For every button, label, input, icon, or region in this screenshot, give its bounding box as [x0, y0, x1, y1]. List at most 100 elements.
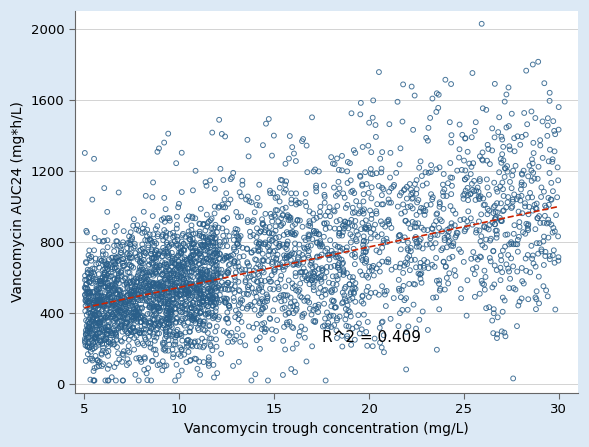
Point	[160, 261, 169, 268]
Point	[115, 313, 125, 320]
Point	[126, 332, 135, 339]
Point	[204, 285, 213, 292]
Point	[142, 272, 151, 279]
Point	[492, 266, 501, 274]
Point	[416, 158, 425, 165]
Point	[157, 293, 166, 300]
Point	[180, 247, 189, 254]
Point	[166, 284, 176, 291]
Point	[133, 311, 142, 318]
Point	[279, 220, 288, 227]
Point	[503, 168, 512, 175]
Point	[343, 201, 352, 208]
Point	[156, 297, 166, 304]
Point	[247, 249, 256, 256]
Point	[190, 355, 200, 362]
Point	[209, 312, 218, 320]
Point	[88, 339, 98, 346]
Point	[538, 154, 547, 161]
Point	[428, 261, 437, 268]
Point	[110, 265, 120, 272]
Point	[172, 275, 181, 282]
Point	[141, 291, 150, 299]
Point	[156, 293, 166, 300]
Point	[82, 343, 92, 350]
Point	[178, 304, 187, 312]
Point	[418, 182, 428, 189]
Point	[392, 169, 401, 177]
Point	[304, 248, 313, 255]
Point	[340, 295, 350, 302]
Point	[178, 320, 188, 327]
Point	[301, 190, 310, 197]
Point	[387, 266, 396, 273]
Point	[167, 257, 177, 264]
Point	[408, 218, 417, 225]
Point	[129, 277, 138, 284]
Point	[107, 266, 117, 273]
Point	[91, 293, 100, 300]
Point	[291, 273, 300, 280]
Point	[241, 266, 250, 274]
Point	[206, 299, 216, 306]
Point	[494, 169, 504, 176]
Point	[209, 232, 219, 239]
Point	[508, 167, 518, 174]
Point	[177, 337, 187, 344]
Point	[167, 259, 177, 266]
Point	[180, 276, 189, 283]
Point	[282, 254, 291, 261]
Point	[266, 315, 275, 322]
Point	[85, 313, 95, 320]
Point	[219, 217, 229, 224]
Point	[320, 193, 329, 200]
Point	[152, 253, 161, 261]
Point	[202, 255, 211, 262]
Point	[260, 241, 270, 248]
Point	[100, 329, 110, 336]
Point	[196, 279, 205, 286]
Point	[127, 294, 137, 301]
Point	[534, 250, 543, 257]
Point	[97, 351, 107, 358]
Point	[195, 232, 204, 239]
Point	[197, 241, 207, 249]
Point	[161, 232, 171, 239]
Point	[161, 298, 170, 305]
Point	[359, 233, 368, 240]
Point	[110, 315, 120, 322]
Point	[221, 190, 231, 197]
Point	[502, 124, 511, 131]
Point	[335, 271, 344, 278]
Point	[547, 179, 556, 186]
Point	[138, 225, 147, 232]
Point	[139, 325, 148, 333]
Point	[159, 250, 168, 257]
Point	[359, 238, 368, 245]
Point	[207, 287, 217, 294]
Point	[539, 219, 548, 226]
Point	[444, 280, 453, 287]
Point	[379, 332, 388, 339]
Point	[108, 287, 118, 294]
Point	[295, 328, 305, 335]
Point	[289, 261, 298, 269]
Point	[551, 306, 560, 313]
Point	[357, 298, 366, 305]
Point	[395, 287, 404, 294]
Point	[426, 161, 436, 169]
Point	[203, 248, 212, 255]
Point	[504, 194, 513, 201]
Point	[188, 282, 198, 289]
Point	[543, 293, 552, 300]
Point	[150, 320, 159, 327]
Point	[123, 269, 133, 276]
Point	[112, 222, 121, 229]
Point	[121, 299, 131, 306]
Point	[117, 320, 126, 328]
Point	[184, 287, 193, 295]
Point	[178, 240, 188, 248]
Point	[100, 293, 109, 300]
Point	[222, 281, 231, 288]
Point	[161, 325, 171, 332]
